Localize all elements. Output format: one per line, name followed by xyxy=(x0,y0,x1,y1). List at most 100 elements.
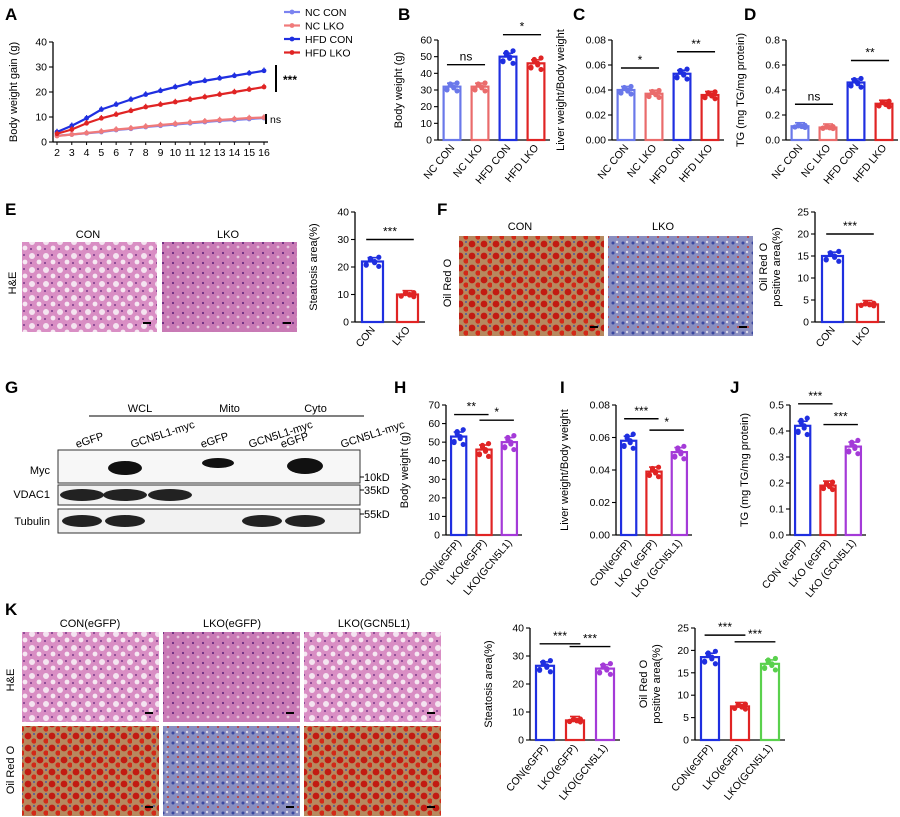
data-point xyxy=(855,79,861,86)
panel-letter-j: J xyxy=(730,378,739,397)
data-point xyxy=(681,443,687,449)
y-tick-label: 20 xyxy=(337,262,349,274)
data-point xyxy=(625,87,631,93)
column-label: CON(eGFP) xyxy=(60,618,121,630)
data-point xyxy=(143,124,149,129)
blot-band xyxy=(148,489,192,501)
bar xyxy=(475,448,493,537)
histology-image-he-lko xyxy=(162,242,297,332)
x-tick-label: 16 xyxy=(258,147,270,159)
y-tick-label: 60 xyxy=(420,35,432,47)
significance-label: *** xyxy=(283,73,297,87)
bar xyxy=(500,441,519,537)
bar xyxy=(844,445,863,537)
panel-letter-i: I xyxy=(560,378,565,397)
chart-i: 0.00 0.02 0.04 0.06 0.08 Liver weight/Body we… xyxy=(559,400,692,600)
data-point xyxy=(742,706,749,712)
column-label: LKO xyxy=(217,229,239,241)
y-tick-label: 25 xyxy=(677,623,689,635)
data-point xyxy=(485,440,492,447)
data-point xyxy=(855,451,861,457)
x-tick-label: 11 xyxy=(185,147,196,159)
data-point xyxy=(460,427,466,433)
data-point xyxy=(69,132,75,137)
data-point xyxy=(886,104,892,110)
scale-bar xyxy=(145,806,153,808)
y-axis-label: Steatosis area(%) xyxy=(483,640,495,727)
column-label: LKO xyxy=(652,221,674,233)
data-point xyxy=(762,665,768,671)
panel-letter-k: K xyxy=(5,600,18,619)
legend-marker xyxy=(289,36,295,42)
y-tick-label: 0.06 xyxy=(586,60,607,72)
histology-image-k-he-2 xyxy=(163,632,300,722)
data-point xyxy=(852,444,858,450)
blot-band xyxy=(105,515,145,527)
y-tick-label: 30 xyxy=(35,62,47,74)
data-point xyxy=(681,456,687,462)
bar xyxy=(759,662,781,742)
data-point xyxy=(246,87,252,92)
data-point xyxy=(482,88,488,94)
y-tick-label: 40 xyxy=(35,37,47,49)
y-tick-label: 20 xyxy=(420,101,432,113)
data-point xyxy=(678,449,684,455)
blot-group-label: Mito xyxy=(219,403,240,415)
blot-group-label: Cyto xyxy=(304,403,327,415)
histology-image-he-con xyxy=(22,242,157,332)
data-point xyxy=(482,80,488,86)
bar xyxy=(820,254,845,324)
y-tick-label: 0 xyxy=(343,317,349,329)
significance-label: ** xyxy=(865,46,875,60)
histology-image-k-he-3 xyxy=(304,632,441,722)
data-point xyxy=(479,84,485,90)
y-tick-label: 15 xyxy=(797,251,809,263)
y-tick-label: 0 xyxy=(426,135,432,147)
data-point xyxy=(398,293,404,299)
scale-bar xyxy=(286,712,294,714)
data-point xyxy=(367,257,373,263)
data-point xyxy=(795,428,801,434)
y-tick-label: 10 xyxy=(420,118,432,130)
panel-letter-f: F xyxy=(437,200,447,219)
x-tick-label: 6 xyxy=(113,147,119,159)
x-tick-label: 2 xyxy=(54,147,60,159)
blot-group-label: WCL xyxy=(128,403,152,415)
data-point xyxy=(202,94,208,100)
y-tick-label: 0.0 xyxy=(765,135,780,147)
data-point xyxy=(187,80,193,86)
data-point xyxy=(172,99,178,105)
bar xyxy=(699,656,721,742)
y-tick-label: 0 xyxy=(434,530,440,542)
data-point xyxy=(217,92,223,97)
data-point xyxy=(739,703,745,710)
bar xyxy=(442,85,462,142)
data-point xyxy=(876,102,882,109)
panel-letter-e: E xyxy=(5,200,16,219)
data-point xyxy=(507,54,513,60)
bar xyxy=(619,439,638,537)
data-point xyxy=(172,84,178,90)
y-tick-label: 0.3 xyxy=(769,452,784,464)
data-point xyxy=(217,75,223,81)
data-point xyxy=(804,415,810,421)
histology-image-k-oro-3 xyxy=(304,726,441,816)
y-tick-label: 40 xyxy=(337,207,349,219)
scale-bar xyxy=(427,712,435,714)
y-axis-label: Body weight (g) xyxy=(399,432,411,508)
histology-image-k-oro-1 xyxy=(22,726,159,816)
data-point xyxy=(454,88,460,94)
y-tick-label: 0.00 xyxy=(590,530,611,542)
y-axis-label: Body weight gain (g) xyxy=(8,42,20,142)
data-point xyxy=(376,254,382,260)
blot-band xyxy=(103,489,147,501)
data-point xyxy=(143,104,149,110)
data-point xyxy=(607,671,614,677)
panel-letter-b: B xyxy=(398,5,410,24)
x-tick-label: 14 xyxy=(229,147,241,159)
x-tick-label: 9 xyxy=(158,147,164,159)
scale-bar xyxy=(427,806,435,808)
data-point xyxy=(653,91,659,97)
